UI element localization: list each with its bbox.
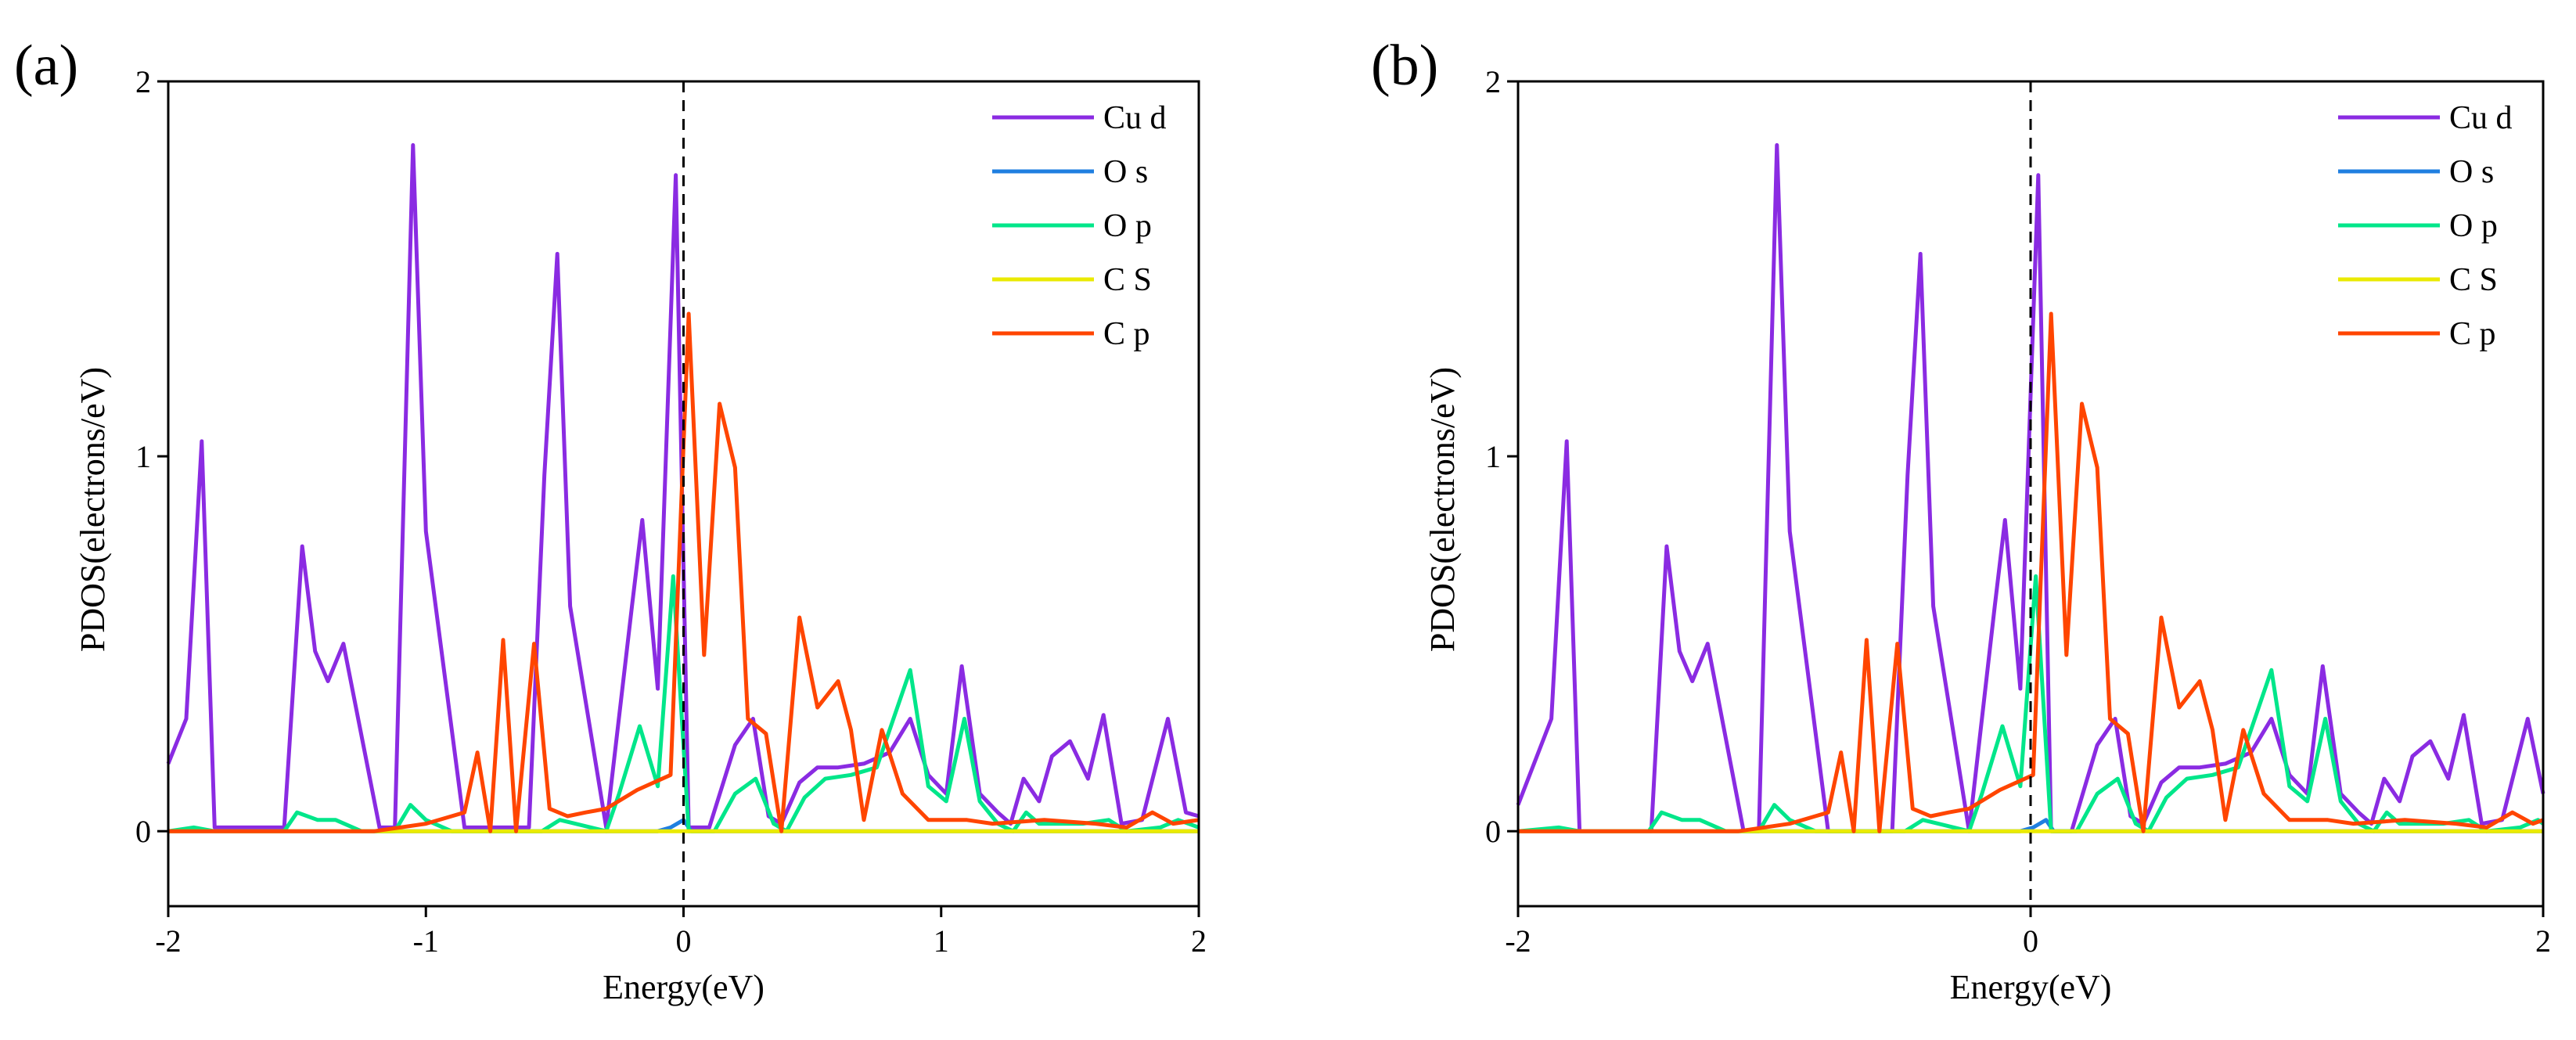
legend-label: O s bbox=[1103, 154, 1148, 190]
x-tick-label: 1 bbox=[934, 923, 949, 959]
series-line-cu-d bbox=[166, 142, 1200, 829]
legend-label: Cu d bbox=[1103, 100, 1167, 136]
panel-label: (b) bbox=[1371, 34, 1438, 98]
legend-label: O p bbox=[2449, 208, 2498, 244]
x-tick-label: -2 bbox=[155, 923, 181, 959]
legend-label: O s bbox=[2449, 154, 2494, 190]
x-tick-label: 0 bbox=[676, 923, 692, 959]
y-tick-label: 2 bbox=[1485, 64, 1501, 99]
chart-panel-b: (b) -2 0 2 0 1 2 Energy(eV) PDOS(electrons/eV) Cu… bbox=[1371, 34, 2551, 1006]
y-tick-label: 0 bbox=[1485, 814, 1501, 849]
x-tick-label: 2 bbox=[1191, 923, 1207, 959]
y-axis-title: PDOS(electrons/eV) bbox=[74, 367, 112, 652]
series-line-c-p bbox=[168, 311, 1200, 833]
chart-panel-a: (a) -2 -1 0 1 2 0 1 2 Energy(eV) PDOS(electrons/eV… bbox=[14, 34, 1207, 1006]
series-line-c-p bbox=[1518, 311, 2544, 833]
panel-label: (a) bbox=[14, 34, 78, 98]
x-tick-label: 2 bbox=[2535, 923, 2551, 959]
x-tick-label: -2 bbox=[1505, 923, 1531, 959]
legend-label: C S bbox=[1103, 262, 1152, 298]
x-axis-title: Energy(eV) bbox=[603, 968, 765, 1006]
legend-label: Cu d bbox=[2449, 100, 2513, 136]
x-tick-label: -1 bbox=[413, 923, 439, 959]
x-tick-label: 0 bbox=[2023, 923, 2038, 959]
y-tick-label: 1 bbox=[135, 439, 151, 474]
legend-label: C p bbox=[2449, 316, 2496, 352]
legend-label: C S bbox=[2449, 262, 2498, 298]
series-line-cu-d bbox=[1516, 142, 2545, 833]
x-axis-title: Energy(eV) bbox=[1950, 968, 2112, 1006]
y-tick-label: 2 bbox=[135, 64, 151, 99]
legend-label: O p bbox=[1103, 208, 1152, 244]
y-axis-title: PDOS(electrons/eV) bbox=[1423, 367, 1462, 652]
y-tick-label: 1 bbox=[1485, 439, 1501, 474]
legend-label: C p bbox=[1103, 316, 1150, 352]
y-tick-label: 0 bbox=[135, 814, 151, 849]
